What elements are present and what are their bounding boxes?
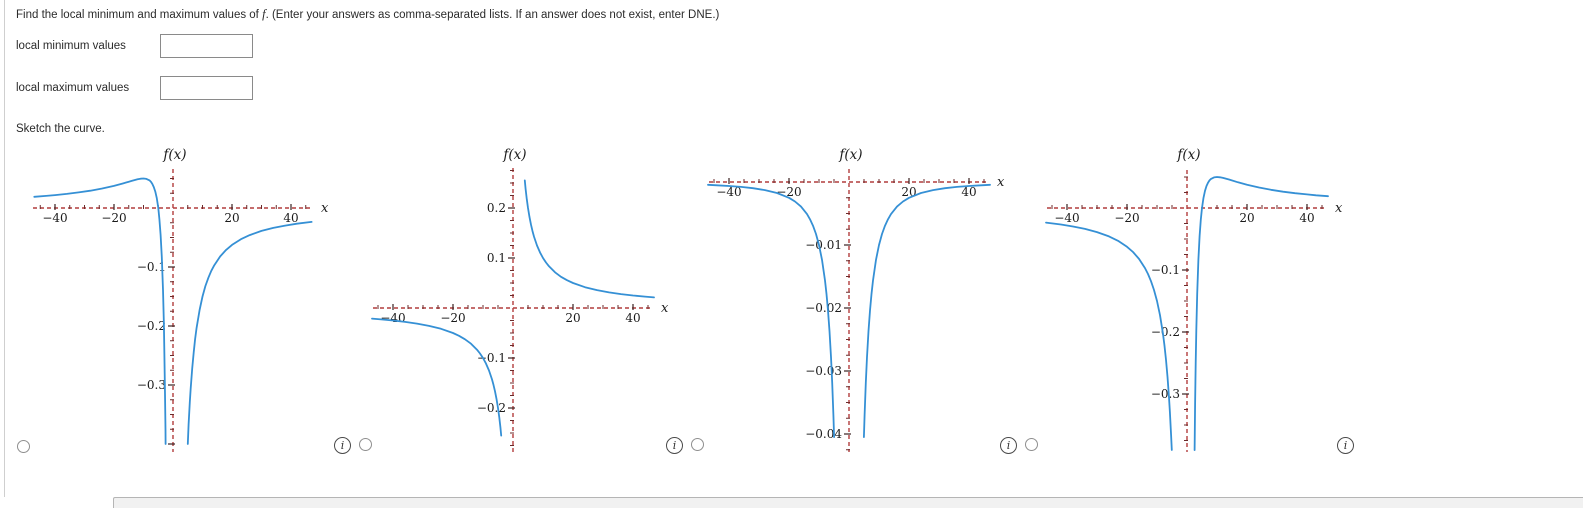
x-tick-label: −20 bbox=[1114, 211, 1139, 225]
graph-title: f(x) bbox=[162, 147, 186, 163]
panel-left-border bbox=[4, 0, 5, 497]
x-axis-label: x bbox=[1335, 201, 1343, 216]
curve-left-branch bbox=[1045, 221, 1173, 451]
x-tick-label: 20 bbox=[224, 211, 239, 225]
curve-left-branch bbox=[33, 177, 167, 445]
x-tick-label: −20 bbox=[440, 311, 465, 325]
x-tick-label: −40 bbox=[380, 311, 405, 325]
option-graph-2: −40 −20 20 40 0.2 0.1 −0.1 −0.2 f(x) x bbox=[371, 147, 669, 455]
curve-right-branch bbox=[523, 179, 655, 299]
y-tick-label: −0.01 bbox=[805, 238, 842, 252]
curve-left-branch bbox=[371, 317, 503, 437]
local-minimum-label: local minimum values bbox=[16, 40, 126, 52]
y-tick-label: −0.02 bbox=[805, 301, 842, 315]
next-section-top-edge bbox=[113, 497, 1583, 508]
question-text: Find the local minimum and maximum value… bbox=[16, 7, 719, 22]
curve-right-branch bbox=[1193, 176, 1329, 452]
curve-right-branch bbox=[186, 220, 313, 445]
info-icon-2[interactable]: i bbox=[666, 437, 683, 454]
sketch-option-radio-4[interactable] bbox=[1025, 438, 1038, 451]
function-symbol: f bbox=[262, 7, 266, 21]
sketch-option-radio-2[interactable] bbox=[359, 438, 372, 451]
local-maximum-input[interactable] bbox=[160, 76, 253, 100]
x-tick-label: 40 bbox=[1299, 211, 1314, 225]
curve-left-branch bbox=[707, 183, 835, 439]
y-tick-label: −0.1 bbox=[137, 260, 166, 274]
x-axis-label: x bbox=[661, 301, 669, 316]
info-icon-4[interactable]: i bbox=[1337, 437, 1354, 454]
y-tick-label: −0.1 bbox=[1151, 263, 1180, 277]
x-axis-label: x bbox=[321, 201, 329, 216]
graph-title: f(x) bbox=[502, 147, 526, 163]
y-tick-label: −0.2 bbox=[1151, 325, 1180, 339]
x-tick-label: 40 bbox=[283, 211, 298, 225]
graph-title: f(x) bbox=[838, 147, 862, 163]
y-tick-label: 0.2 bbox=[487, 201, 506, 215]
y-tick-label: −0.03 bbox=[805, 364, 842, 378]
x-tick-label: 40 bbox=[625, 311, 640, 325]
y-tick-label: −0.3 bbox=[1151, 387, 1180, 401]
y-tick-label: −0.2 bbox=[477, 401, 506, 415]
question-suffix: . (Enter your answers as comma-separated… bbox=[265, 9, 720, 21]
option-graph-3: −40 −20 20 40−0.01−0.02−0.03−0.04f(x)x bbox=[707, 147, 1005, 452]
x-tick-label: 40 bbox=[961, 185, 976, 199]
x-tick-label: −20 bbox=[101, 211, 126, 225]
y-tick-label: −0.3 bbox=[137, 378, 166, 392]
local-maximum-label: local maximum values bbox=[16, 82, 130, 94]
sketch-option-radio-1[interactable] bbox=[17, 440, 30, 453]
sketch-prompt: Sketch the curve. bbox=[16, 123, 105, 135]
x-axis-label: x bbox=[997, 175, 1005, 190]
x-tick-label: −40 bbox=[1054, 211, 1079, 225]
info-icon-3[interactable]: i bbox=[1000, 437, 1017, 454]
y-tick-label: −0.1 bbox=[477, 351, 506, 365]
x-tick-label: −40 bbox=[716, 185, 741, 199]
info-icon-1[interactable]: i bbox=[334, 437, 351, 454]
y-tick-label: 0.1 bbox=[487, 251, 506, 265]
option-graph-4: −40 −20 20 40 −0.1 −0.2 −0.3 f(x) x bbox=[1045, 147, 1343, 452]
question-prefix: Find the local minimum and maximum value… bbox=[16, 9, 263, 21]
local-minimum-input[interactable] bbox=[160, 34, 253, 58]
y-tick-label: −0.04 bbox=[805, 427, 842, 441]
graph-title: f(x) bbox=[1176, 147, 1200, 163]
x-tick-label: −40 bbox=[42, 211, 67, 225]
curve-right-branch bbox=[863, 183, 991, 439]
option-graph-1: −40 −20 20 40 −0.1 −0.2 −0.3 f(x) x bbox=[33, 147, 329, 452]
sketch-option-radio-3[interactable] bbox=[691, 438, 704, 451]
x-tick-label: 20 bbox=[565, 311, 580, 325]
y-tick-label: −0.2 bbox=[137, 319, 166, 333]
x-tick-label: 20 bbox=[1239, 211, 1254, 225]
